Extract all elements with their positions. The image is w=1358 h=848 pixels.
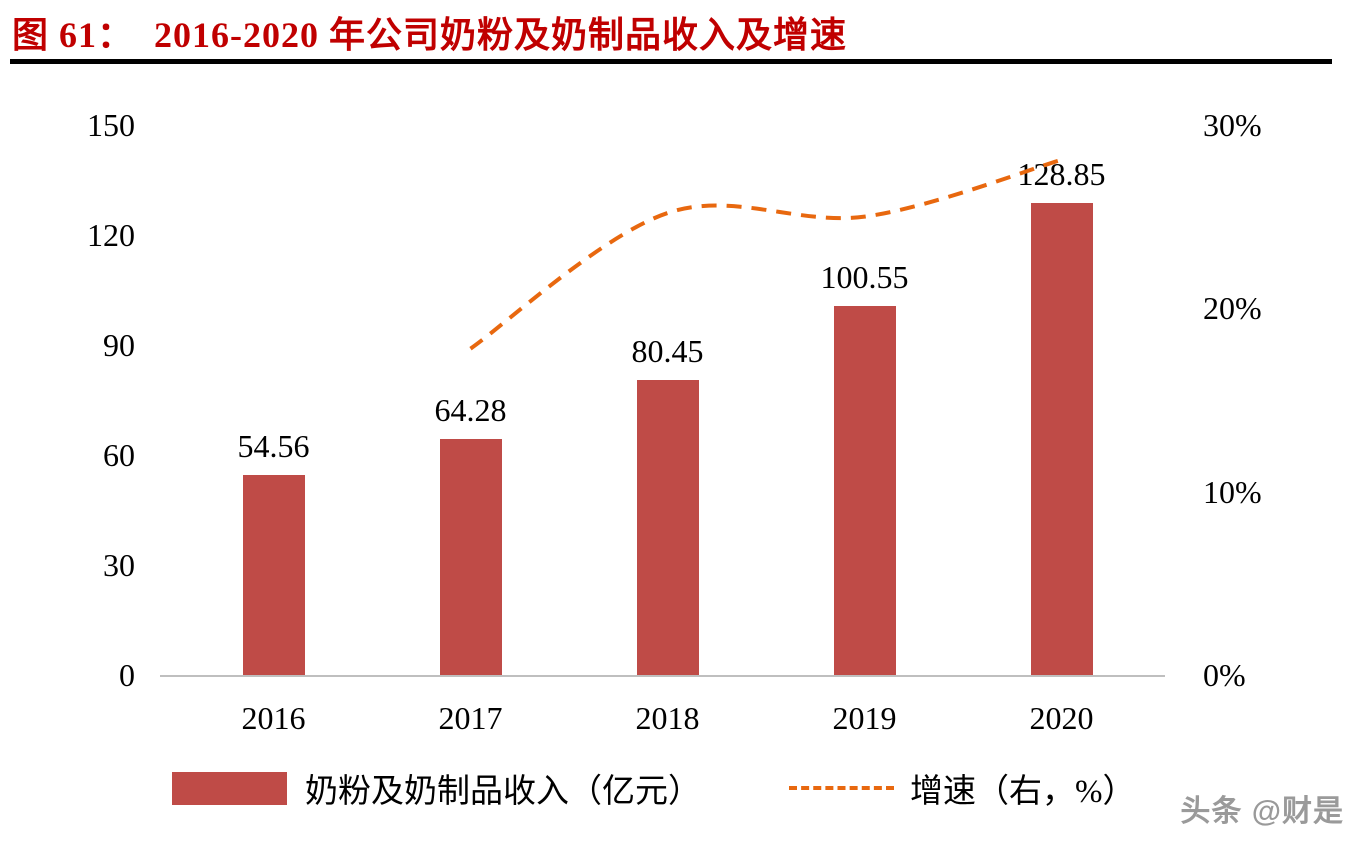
y-axis-tick-label: 90 (103, 327, 135, 363)
y-axis-tick-label: 150 (87, 107, 135, 143)
bar (1030, 202, 1093, 675)
bar-value-label: 128.85 (1017, 155, 1106, 192)
x-axis-tick-label: 2018 (635, 700, 700, 736)
legend-line-label: 增速（右，%） (910, 774, 1136, 810)
legend: 奶粉及奶制品收入（亿元） 增速（右，%） (172, 764, 1136, 812)
bar-value-label: 54.56 (237, 427, 310, 464)
y2-axis-tick-label: 20% (1203, 290, 1262, 327)
x-axis-tick-label: 2017 (438, 700, 503, 736)
y-axis-tick-label: 0 (119, 657, 135, 693)
legend-line-swatch (789, 786, 894, 790)
y2-axis-tick-label: 10% (1203, 473, 1262, 510)
growth-line-path (469, 157, 1063, 351)
figure-title: 图 61： 2016-2020 年公司奶粉及奶制品收入及增速 (12, 15, 847, 55)
x-axis-line (160, 675, 1165, 677)
y-axis-tick-label: 30 (103, 547, 135, 583)
legend-bar-label: 奶粉及奶制品收入（亿元） (305, 774, 701, 810)
bar (636, 380, 699, 675)
bar (439, 439, 502, 675)
bar (833, 306, 896, 675)
bar-value-label: 100.55 (820, 259, 909, 296)
bar-value-label: 64.28 (434, 392, 507, 429)
title-rule (10, 59, 1332, 64)
x-axis-tick-label: 2020 (1029, 700, 1094, 736)
x-axis-tick-label: 2019 (832, 700, 897, 736)
legend-bar-swatch (172, 771, 287, 805)
y-axis-tick-label: 60 (103, 437, 135, 473)
watermark: 头条 @财是 (1180, 795, 1344, 828)
y-axis-tick-label: 120 (87, 217, 135, 253)
y2-axis-tick-label: 30% (1203, 107, 1262, 143)
x-axis-tick-label: 2016 (241, 700, 306, 736)
bar-value-label: 80.45 (631, 333, 704, 370)
y2-axis-tick-label: 0% (1203, 657, 1246, 693)
bar (242, 474, 305, 675)
